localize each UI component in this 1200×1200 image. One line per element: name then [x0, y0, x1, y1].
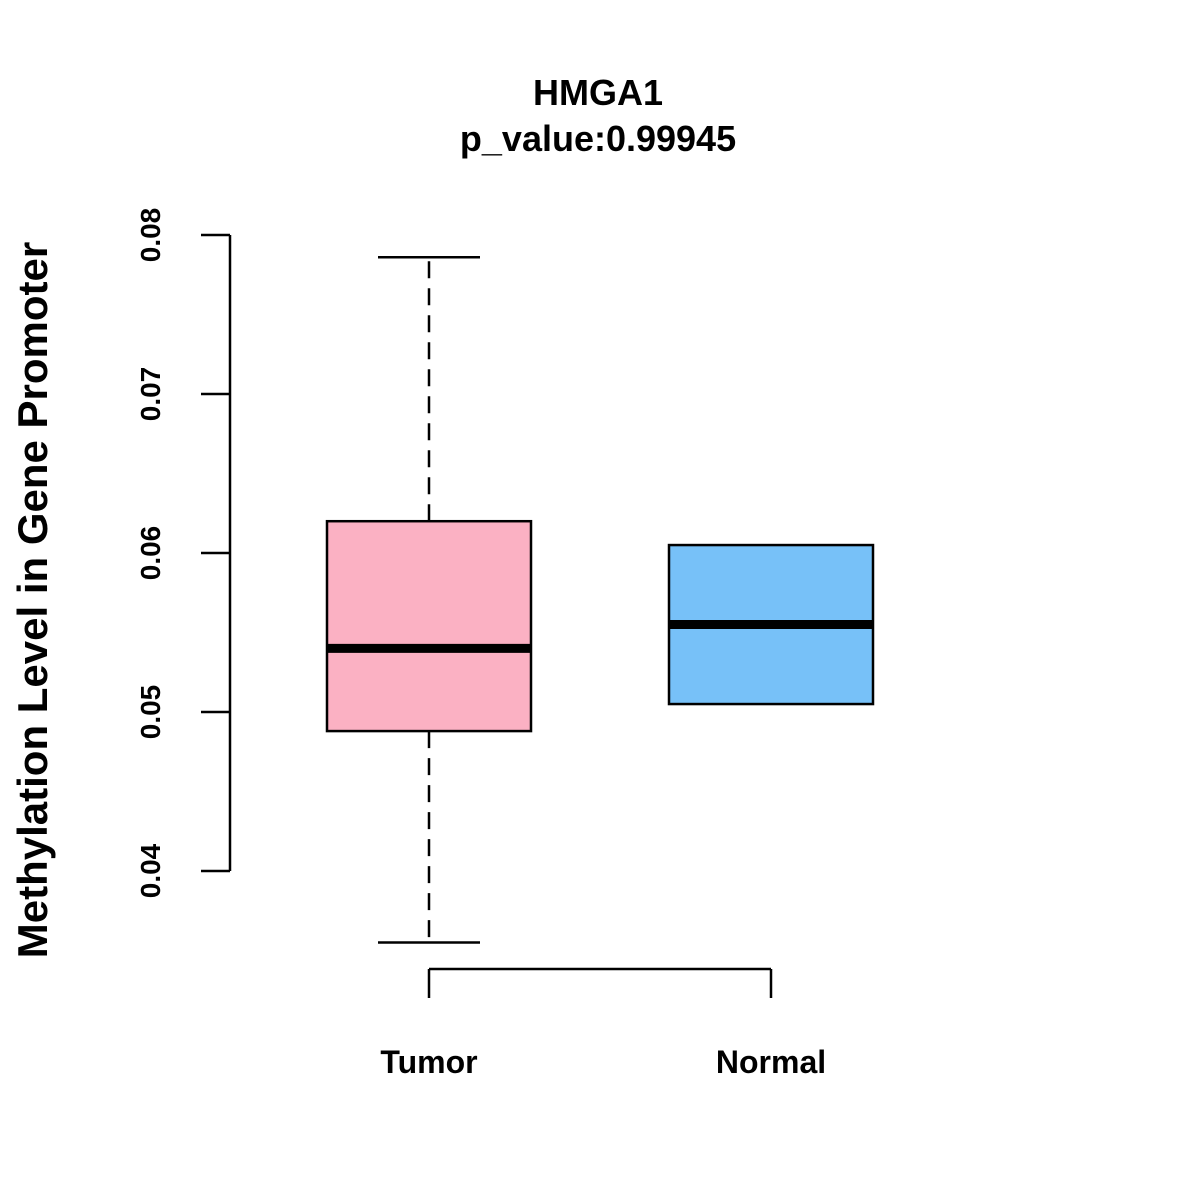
- y-axis: 0.04 0.05 0.06 0.07 0.08: [135, 208, 232, 898]
- y-tick-label: 0.04: [135, 843, 166, 898]
- y-tick-label: 0.06: [135, 526, 166, 581]
- y-tick-label: 0.07: [135, 367, 166, 422]
- chart-title: HMGA1: [533, 72, 663, 113]
- x-tick-label: Normal: [716, 1044, 826, 1080]
- iqr-box: [325, 519, 533, 733]
- box-group-normal: [667, 543, 875, 706]
- y-axis-label: Methylation Level in Gene Promoter: [9, 242, 56, 958]
- chart-subtitle: p_value:0.99945: [460, 118, 736, 159]
- boxes: [325, 256, 875, 944]
- x-tick-label: Tumor: [380, 1044, 477, 1080]
- box-group-tumor: [325, 256, 533, 944]
- y-tick-label: 0.05: [135, 685, 166, 740]
- y-tick-label: 0.08: [135, 208, 166, 263]
- x-axis: Tumor Normal: [380, 967, 826, 1080]
